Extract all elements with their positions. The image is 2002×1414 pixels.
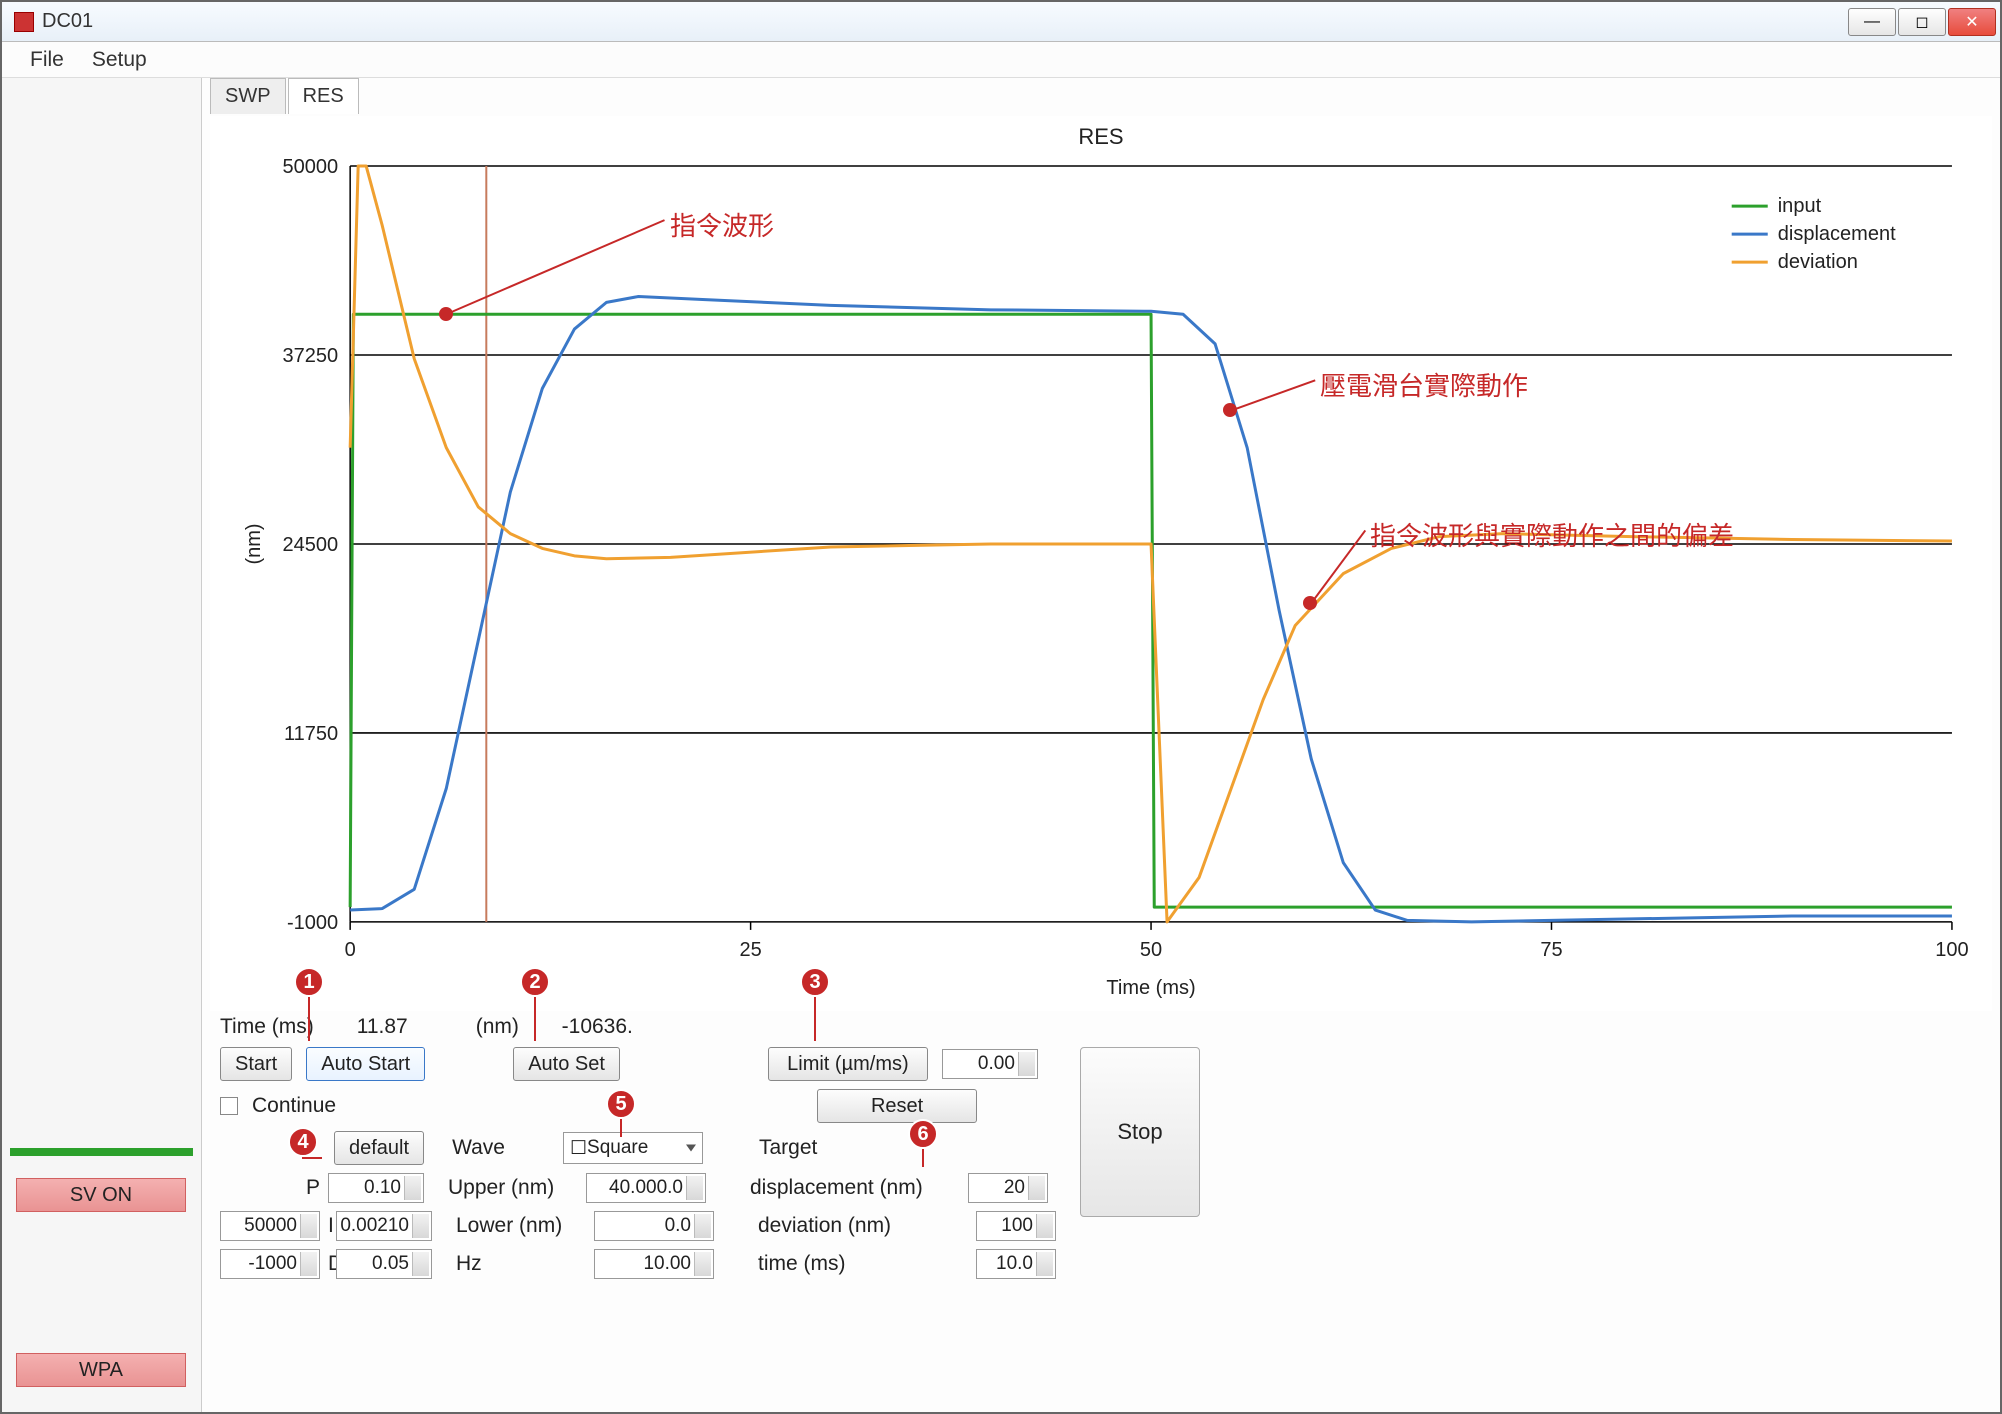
titlebar: DC01 — ◻ ✕ xyxy=(2,2,2000,42)
svg-text:75: 75 xyxy=(1540,939,1562,961)
menu-bar: File Setup xyxy=(2,42,2000,78)
hz-input[interactable]: 10.00 xyxy=(594,1249,714,1279)
tab-strip: SWP RES xyxy=(210,78,1992,114)
reset-button[interactable]: Reset xyxy=(817,1089,977,1123)
svg-text:11750: 11750 xyxy=(284,723,338,745)
p-label: P xyxy=(220,1176,320,1200)
callout-badge-3: 3 xyxy=(800,967,830,997)
callout-badge-6: 6 xyxy=(908,1119,938,1149)
target-disp-input[interactable]: 20 xyxy=(968,1173,1048,1203)
tab-res[interactable]: RES xyxy=(288,78,359,114)
default-button[interactable]: default xyxy=(334,1131,424,1165)
sv-on-indicator[interactable]: SV ON xyxy=(16,1178,186,1212)
svg-text:displacement: displacement xyxy=(1778,223,1896,245)
upper-label: Upper (nm) xyxy=(448,1176,578,1200)
close-button[interactable]: ✕ xyxy=(1948,8,1996,36)
target-dev-label: deviation (nm) xyxy=(758,1214,968,1238)
sidebar: SV ON WPA xyxy=(2,78,202,1412)
svg-text:25: 25 xyxy=(739,939,761,961)
annotation-dot xyxy=(1303,596,1317,610)
target-time-input[interactable]: 10.0 xyxy=(976,1249,1056,1279)
callout-badge-1: 1 xyxy=(294,967,324,997)
svg-text:-1000: -1000 xyxy=(287,912,338,934)
time-label: Time (ms) xyxy=(220,1015,314,1039)
svg-text:50000: 50000 xyxy=(282,156,338,178)
auto-start-button[interactable]: Auto Start xyxy=(306,1047,425,1081)
i-input[interactable]: 0.00210 xyxy=(336,1211,432,1241)
nm-value: -10636. xyxy=(533,1015,633,1039)
callout-badge-2: 2 xyxy=(520,967,550,997)
annotation-actual-motion: 壓電滑台實際動作 xyxy=(1320,366,1528,403)
nm-label: (nm) xyxy=(476,1015,519,1039)
limit-input[interactable]: 0.00 xyxy=(942,1049,1038,1079)
wpa-indicator[interactable]: WPA xyxy=(16,1353,186,1387)
menu-file[interactable]: File xyxy=(30,48,64,72)
window-title: DC01 xyxy=(42,10,93,33)
target-label: Target xyxy=(759,1136,817,1160)
svg-text:Time (ms): Time (ms) xyxy=(1106,977,1195,999)
maximize-button[interactable]: ◻ xyxy=(1898,8,1946,36)
lower-label: Lower (nm) xyxy=(456,1214,586,1238)
continue-label: Continue xyxy=(252,1094,336,1118)
d-input[interactable]: 0.05 xyxy=(336,1249,432,1279)
svg-text:deviation: deviation xyxy=(1778,251,1858,273)
target-dev-input[interactable]: 100 xyxy=(976,1211,1056,1241)
app-icon xyxy=(14,12,34,32)
target-disp-label: displacement (nm) xyxy=(750,1176,960,1200)
annotation-dot xyxy=(439,307,453,321)
tab-swp[interactable]: SWP xyxy=(210,78,286,114)
annotation-command-waveform: 指令波形 xyxy=(670,206,774,243)
svg-text:RES: RES xyxy=(1078,124,1123,149)
auto-set-button[interactable]: Auto Set xyxy=(513,1047,620,1081)
chart-area[interactable]: RES (nm) Time (ms) -1000 11750 24500 37250 5000… xyxy=(210,116,1992,1011)
svg-text:50: 50 xyxy=(1140,939,1162,961)
p-input[interactable]: 0.10 xyxy=(328,1173,424,1203)
wpa-lower-input[interactable]: -1000 xyxy=(220,1249,320,1279)
svg-text:100: 100 xyxy=(1935,939,1968,961)
sidebar-thumb xyxy=(10,1148,193,1156)
wpa-upper-input[interactable]: 50000 xyxy=(220,1211,320,1241)
lower-input[interactable]: 0.0 xyxy=(594,1211,714,1241)
stop-button[interactable]: Stop xyxy=(1080,1047,1200,1217)
annotation-deviation: 指令波形與實際動作之間的偏差 xyxy=(1370,516,1734,553)
target-time-label: time (ms) xyxy=(758,1252,968,1276)
limit-button[interactable]: Limit (µm/ms) xyxy=(768,1047,928,1081)
svg-text:37250: 37250 xyxy=(282,345,338,367)
continue-checkbox[interactable] xyxy=(220,1097,238,1115)
svg-text:(nm): (nm) xyxy=(243,523,265,564)
minimize-button[interactable]: — xyxy=(1848,8,1896,36)
menu-setup[interactable]: Setup xyxy=(92,48,147,72)
controls-panel: Start Auto Start Auto Set Limit (µm/ms) … xyxy=(210,1047,1992,1406)
svg-text:24500: 24500 xyxy=(282,534,338,556)
wave-select[interactable]: ☐Square xyxy=(563,1132,703,1164)
wave-label: Wave xyxy=(452,1136,505,1160)
readout-row: Time (ms) 11.87 (nm) -10636. xyxy=(210,1011,1992,1047)
time-value: 11.87 xyxy=(328,1015,408,1039)
upper-input[interactable]: 40.000.0 xyxy=(586,1173,706,1203)
svg-text:input: input xyxy=(1778,195,1822,217)
callout-badge-4: 4 xyxy=(288,1127,318,1157)
callout-badge-5: 5 xyxy=(606,1089,636,1119)
hz-label: Hz xyxy=(456,1252,586,1276)
svg-text:0: 0 xyxy=(345,939,356,961)
start-button[interactable]: Start xyxy=(220,1047,292,1081)
